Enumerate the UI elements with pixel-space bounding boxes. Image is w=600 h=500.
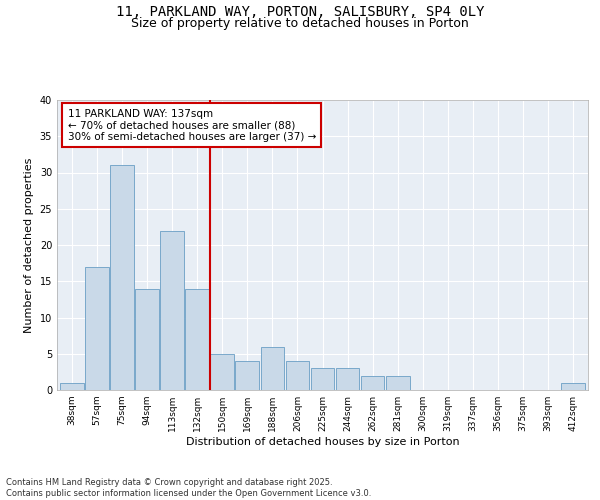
Bar bbox=[386, 376, 410, 390]
Bar bbox=[60, 383, 84, 390]
Bar bbox=[185, 288, 209, 390]
Bar bbox=[135, 288, 159, 390]
Bar bbox=[311, 368, 334, 390]
Bar bbox=[361, 376, 385, 390]
Bar bbox=[110, 165, 134, 390]
Text: 11, PARKLAND WAY, PORTON, SALISBURY, SP4 0LY: 11, PARKLAND WAY, PORTON, SALISBURY, SP4… bbox=[116, 5, 484, 19]
X-axis label: Distribution of detached houses by size in Porton: Distribution of detached houses by size … bbox=[185, 437, 460, 447]
Text: 11 PARKLAND WAY: 137sqm
← 70% of detached houses are smaller (88)
30% of semi-de: 11 PARKLAND WAY: 137sqm ← 70% of detache… bbox=[68, 108, 316, 142]
Bar bbox=[211, 354, 234, 390]
Bar bbox=[85, 267, 109, 390]
Bar bbox=[286, 361, 310, 390]
Text: Contains HM Land Registry data © Crown copyright and database right 2025.
Contai: Contains HM Land Registry data © Crown c… bbox=[6, 478, 371, 498]
Bar bbox=[561, 383, 585, 390]
Y-axis label: Number of detached properties: Number of detached properties bbox=[24, 158, 34, 332]
Bar bbox=[260, 346, 284, 390]
Bar bbox=[160, 230, 184, 390]
Bar bbox=[335, 368, 359, 390]
Text: Size of property relative to detached houses in Porton: Size of property relative to detached ho… bbox=[131, 18, 469, 30]
Bar bbox=[235, 361, 259, 390]
